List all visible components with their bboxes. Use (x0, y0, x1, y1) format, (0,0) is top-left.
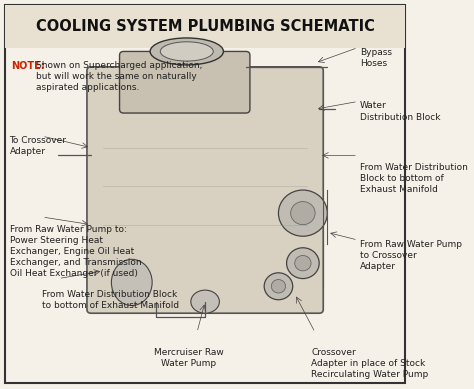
Text: Crossover
Adapter in place of Stock
Recirculating Water Pump: Crossover Adapter in place of Stock Reci… (311, 348, 428, 379)
Text: NOTE:: NOTE: (11, 61, 46, 71)
Text: To Crossover
Adapter: To Crossover Adapter (9, 136, 66, 156)
Circle shape (264, 273, 293, 300)
Text: Mercruiser Raw
Water Pump: Mercruiser Raw Water Pump (154, 348, 224, 368)
Text: From Water Distribution Block
to bottom of Exhaust Manifold: From Water Distribution Block to bottom … (42, 290, 179, 310)
Text: Water
Distribution Block: Water Distribution Block (360, 102, 440, 122)
Text: Bypass
Hoses: Bypass Hoses (360, 47, 392, 68)
FancyBboxPatch shape (87, 67, 323, 313)
Ellipse shape (160, 42, 213, 61)
Ellipse shape (111, 259, 152, 305)
Text: Shown on Supercharged application,
but will work the same on naturally
aspirated: Shown on Supercharged application, but w… (36, 61, 202, 92)
Ellipse shape (191, 290, 219, 313)
Circle shape (278, 190, 328, 236)
Bar (6, 5, 405, 47)
Circle shape (287, 248, 319, 279)
Text: COOLING SYSTEM PLUMBING SCHEMATIC: COOLING SYSTEM PLUMBING SCHEMATIC (36, 19, 374, 34)
FancyBboxPatch shape (119, 51, 250, 113)
Circle shape (295, 256, 311, 271)
Text: From Raw Water Pump
to Crossover
Adapter: From Raw Water Pump to Crossover Adapter (360, 240, 462, 271)
Ellipse shape (150, 38, 223, 65)
Circle shape (291, 202, 315, 225)
Text: From Raw Water Pump to:
Power Steering Heat
Exchanger, Engine Oil Heat
Exchanger: From Raw Water Pump to: Power Steering H… (9, 225, 141, 278)
Text: From Water Distribution
Block to bottom of
Exhaust Manifold: From Water Distribution Block to bottom … (360, 163, 468, 194)
Circle shape (271, 280, 285, 293)
